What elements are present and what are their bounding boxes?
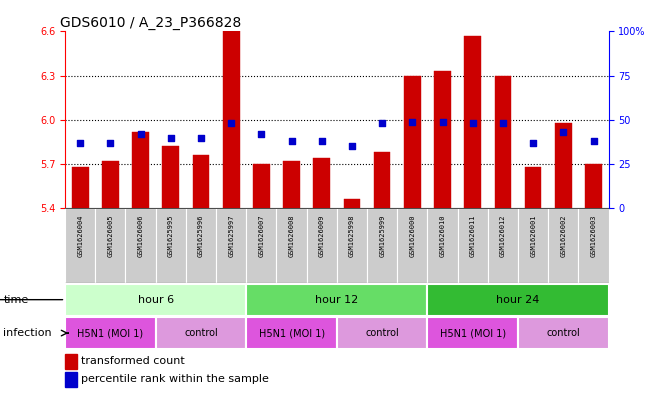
Bar (277, 208, 307, 283)
Bar (397, 208, 428, 283)
Text: control: control (365, 328, 399, 338)
Bar (548, 208, 579, 283)
Text: GSM1626009: GSM1626009 (319, 214, 325, 257)
Bar (314, 158, 330, 208)
Bar (132, 132, 149, 208)
Text: percentile rank within the sample: percentile rank within the sample (81, 374, 270, 384)
Text: GSM1625996: GSM1625996 (198, 214, 204, 257)
Bar (488, 208, 518, 283)
Text: time: time (3, 295, 29, 305)
Bar (65, 208, 95, 283)
Text: H5N1 (MOI 1): H5N1 (MOI 1) (439, 328, 506, 338)
Text: GSM1626011: GSM1626011 (470, 214, 476, 257)
Text: GSM1625999: GSM1625999 (379, 214, 385, 257)
Point (316, 138, 327, 144)
Bar (102, 161, 118, 208)
Bar (585, 164, 602, 208)
Bar (65, 317, 156, 349)
Bar (65, 372, 77, 387)
Bar (464, 36, 481, 208)
Bar (246, 208, 277, 283)
Text: GSM1626005: GSM1626005 (107, 214, 113, 257)
Point (407, 119, 417, 125)
Point (347, 143, 357, 150)
Bar (337, 317, 428, 349)
Point (437, 119, 448, 125)
Bar (186, 208, 216, 283)
Text: GSM1626004: GSM1626004 (77, 214, 83, 257)
Bar (156, 317, 246, 349)
Text: GSM1626001: GSM1626001 (530, 214, 536, 257)
Text: GSM1625997: GSM1625997 (229, 214, 234, 257)
Point (467, 120, 478, 127)
Point (226, 120, 236, 127)
Text: control: control (546, 328, 580, 338)
Text: hour 6: hour 6 (137, 295, 174, 305)
Bar (374, 152, 391, 208)
Text: GSM1625995: GSM1625995 (168, 214, 174, 257)
Point (135, 131, 146, 137)
Bar (525, 167, 542, 208)
Bar (428, 284, 609, 316)
Text: GSM1626007: GSM1626007 (258, 214, 264, 257)
Point (286, 138, 297, 144)
Text: infection: infection (3, 328, 52, 338)
Text: hour 24: hour 24 (497, 295, 540, 305)
Text: hour 12: hour 12 (315, 295, 359, 305)
Point (589, 138, 599, 144)
Text: GDS6010 / A_23_P366828: GDS6010 / A_23_P366828 (60, 17, 241, 30)
Bar (216, 208, 246, 283)
Bar (126, 208, 156, 283)
Bar (434, 71, 451, 208)
Text: GSM1626002: GSM1626002 (561, 214, 566, 257)
Bar (193, 155, 210, 208)
Point (256, 131, 267, 137)
Bar (428, 317, 518, 349)
Point (165, 134, 176, 141)
Text: H5N1 (MOI 1): H5N1 (MOI 1) (77, 328, 143, 338)
Bar (246, 284, 428, 316)
Bar (404, 75, 421, 208)
Bar (495, 75, 511, 208)
Bar (163, 147, 179, 208)
Text: H5N1 (MOI 1): H5N1 (MOI 1) (258, 328, 325, 338)
Text: GSM1626000: GSM1626000 (409, 214, 415, 257)
Bar (65, 284, 246, 316)
Point (377, 120, 387, 127)
Text: control: control (184, 328, 218, 338)
Bar (65, 354, 77, 369)
Bar (518, 317, 609, 349)
Bar (428, 208, 458, 283)
Bar (223, 31, 240, 208)
Point (105, 140, 116, 146)
Text: GSM1626010: GSM1626010 (439, 214, 445, 257)
Bar (337, 208, 367, 283)
Bar (95, 208, 126, 283)
Bar (344, 200, 360, 208)
Text: GSM1626008: GSM1626008 (288, 214, 295, 257)
Bar (283, 161, 300, 208)
Bar (72, 167, 89, 208)
Bar (367, 208, 397, 283)
Bar (458, 208, 488, 283)
Bar (518, 208, 548, 283)
Bar (253, 164, 270, 208)
Text: GSM1626003: GSM1626003 (590, 214, 596, 257)
Text: transformed count: transformed count (81, 356, 185, 366)
Bar (579, 208, 609, 283)
Bar (307, 208, 337, 283)
Text: GSM1625998: GSM1625998 (349, 214, 355, 257)
Point (196, 134, 206, 141)
Point (558, 129, 568, 135)
Text: GSM1626012: GSM1626012 (500, 214, 506, 257)
Text: GSM1626006: GSM1626006 (137, 214, 144, 257)
Bar (156, 208, 186, 283)
Bar (555, 123, 572, 208)
Point (75, 140, 85, 146)
Bar (246, 317, 337, 349)
Point (498, 120, 508, 127)
Point (528, 140, 538, 146)
